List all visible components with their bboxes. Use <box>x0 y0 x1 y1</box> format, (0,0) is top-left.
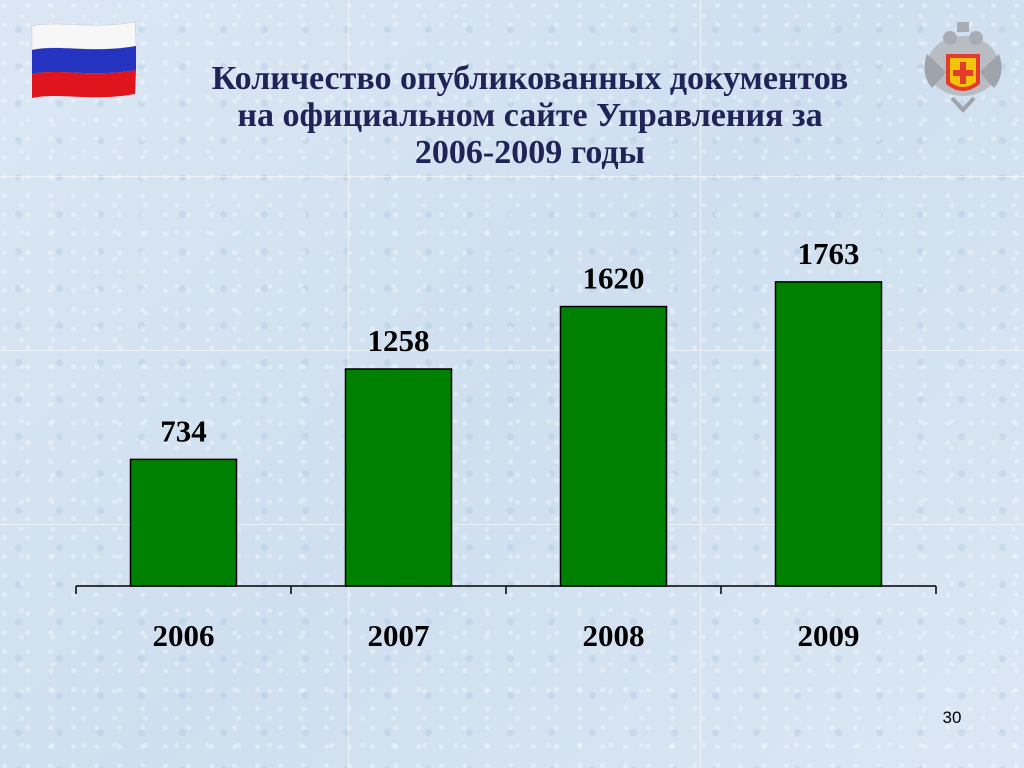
title-line: 2006-2009 годы <box>414 134 646 171</box>
background-divider <box>0 524 1024 525</box>
data-label: 1763 <box>798 236 860 271</box>
x-tick-label: 2009 <box>798 618 860 653</box>
x-tick-label: 2008 <box>583 618 645 653</box>
data-label: 1258 <box>368 323 430 358</box>
x-tick-label: 2006 <box>153 618 215 653</box>
russian-flag-icon <box>31 21 137 98</box>
bar <box>129 458 238 587</box>
page-title: Количество опубликованных документов на … <box>150 60 910 171</box>
bar <box>344 368 453 587</box>
data-label: 734 <box>160 413 207 448</box>
bar <box>559 305 668 587</box>
data-label: 1620 <box>583 261 645 296</box>
page-number: 30 <box>942 708 962 727</box>
background-divider <box>0 176 1024 177</box>
background-divider <box>0 350 1024 351</box>
rospotrebnadzor-emblem-icon <box>924 22 1002 113</box>
x-tick-label: 2007 <box>368 618 430 653</box>
title-line: Количество опубликованных документов <box>211 60 849 97</box>
bar <box>774 281 883 587</box>
title-line: на официальном сайте Управления за <box>237 97 823 134</box>
background-divider <box>700 0 701 768</box>
